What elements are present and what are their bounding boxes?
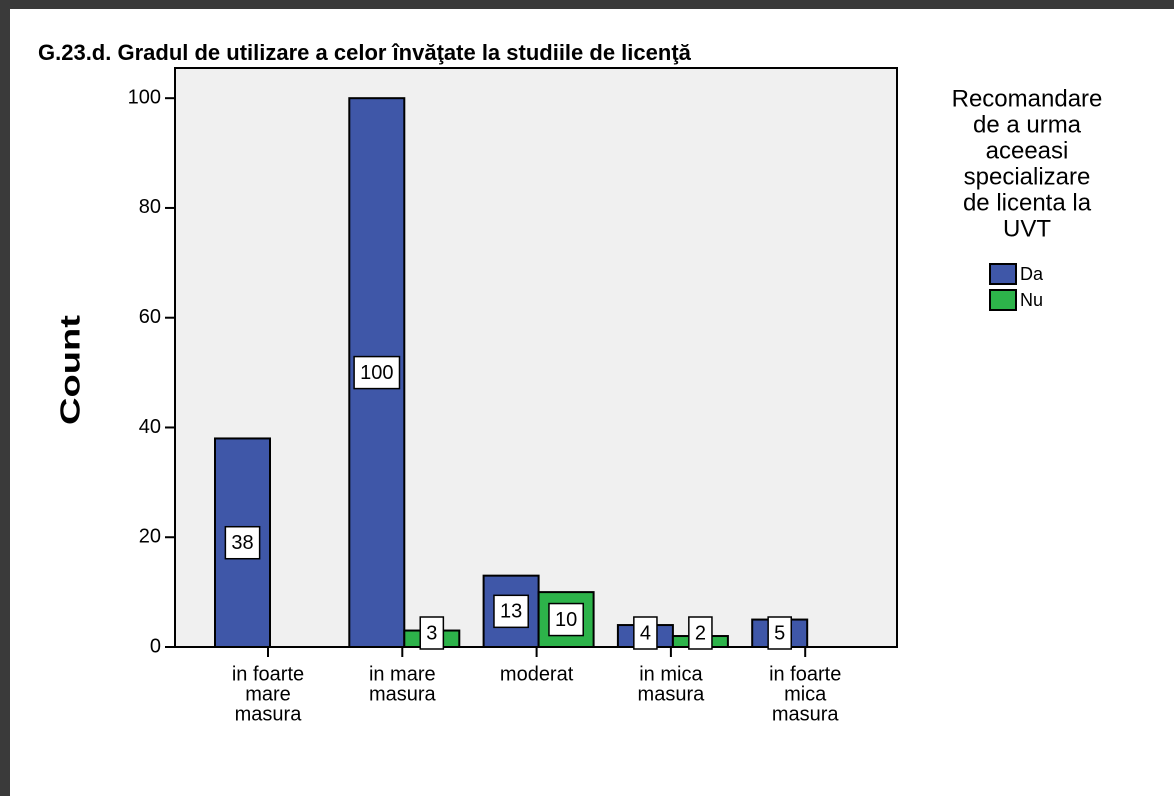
- legend-title: Recomandare: [952, 85, 1103, 112]
- x-tick-label: in mare: [369, 663, 436, 685]
- legend-title: specializare: [964, 163, 1091, 190]
- data-label-box: [493, 594, 529, 629]
- x-tick-label: in mica: [639, 663, 703, 685]
- data-label-box: [767, 616, 793, 650]
- x-tick-label: in foarte: [232, 663, 304, 685]
- x-tick-label: mare: [245, 683, 291, 705]
- data-label: 4: [640, 622, 651, 644]
- y-tick-label: 60: [139, 306, 161, 328]
- legend-title: de a urma: [973, 111, 1082, 138]
- data-label-box: [419, 616, 445, 650]
- data-label: 2: [695, 622, 706, 644]
- x-tick-label: mica: [784, 683, 827, 705]
- x-tick-label: masura: [369, 683, 437, 705]
- legend-title: aceeasi: [986, 137, 1069, 164]
- data-label-box: [548, 602, 584, 637]
- legend-swatch: [989, 289, 1017, 311]
- x-tick-label: masura: [772, 703, 840, 725]
- data-label: 5: [774, 622, 785, 644]
- data-label: 38: [231, 532, 253, 554]
- y-tick-label: 0: [150, 635, 161, 657]
- y-tick-label: 100: [128, 86, 161, 108]
- data-label-box: [224, 525, 261, 560]
- data-label: 13: [500, 601, 522, 623]
- x-tick-label: in foarte: [769, 663, 841, 685]
- data-label-box: [688, 616, 713, 650]
- y-tick-label: 20: [139, 526, 161, 548]
- data-label-box: [353, 355, 401, 390]
- data-label: 10: [555, 609, 577, 631]
- data-label-box: [633, 616, 658, 650]
- x-tick-label: masura: [235, 703, 303, 725]
- legend-label: Da: [1020, 264, 1044, 284]
- chart-title: G.23.d. Gradul de utilizare a celor învă…: [38, 40, 692, 65]
- x-tick-label: masura: [638, 683, 706, 705]
- y-tick-label: 80: [139, 196, 161, 218]
- legend-swatch: [989, 263, 1017, 285]
- plot-area: [174, 67, 898, 648]
- legend-title: de licenta la: [963, 189, 1092, 216]
- y-axis-label: Count: [54, 315, 85, 425]
- data-label: 3: [426, 622, 437, 644]
- legend-title: UVT: [1003, 215, 1051, 242]
- data-label: 100: [360, 362, 393, 384]
- y-tick-label: 40: [139, 416, 161, 438]
- x-tick-label: moderat: [500, 663, 574, 685]
- legend-label: Nu: [1020, 290, 1043, 310]
